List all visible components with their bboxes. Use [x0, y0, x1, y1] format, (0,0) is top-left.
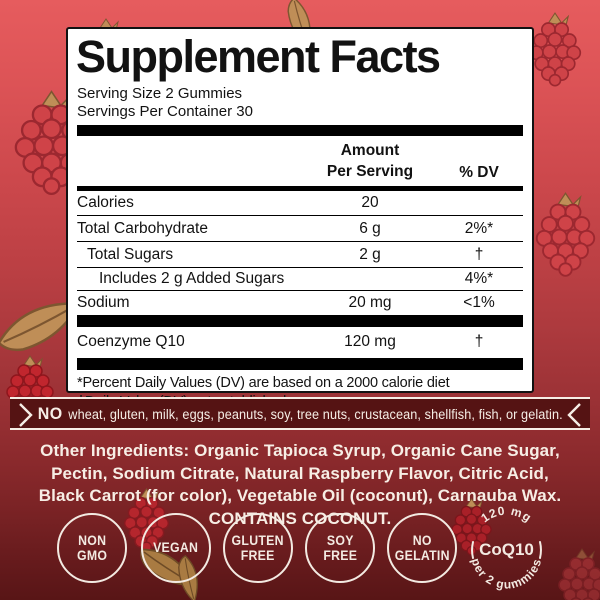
table-row: Includes 2 g Added Sugars 4%*	[77, 268, 523, 291]
row-name: Total Carbohydrate	[77, 219, 208, 237]
badge-gluten-free: GLUTEN FREE	[223, 513, 293, 583]
row-amount: 6 g	[359, 219, 381, 237]
ribbon-chevron-left-icon	[19, 403, 33, 427]
badge-label: SOY FREE	[323, 531, 357, 563]
badge-soy-free: SOY FREE	[305, 513, 375, 583]
row-name: Total Sugars	[87, 245, 174, 263]
header-amount-line2: Per Serving	[326, 162, 414, 180]
ribbon-chevron-right-icon	[567, 403, 581, 427]
raspberry-illustration	[528, 12, 582, 87]
row-dv: <1%	[463, 294, 495, 312]
row-dv: †	[474, 333, 484, 351]
coq10-center-text: CoQ10	[479, 540, 534, 559]
badge-label: NON GMO	[76, 531, 108, 563]
serving-size: Serving Size 2 Gummies	[77, 84, 243, 102]
badge-non-gmo: NON GMO	[57, 513, 127, 583]
divider-thick	[77, 125, 523, 137]
row-dv: 4%*	[464, 270, 494, 288]
header-amount-line1: Amount	[340, 142, 400, 160]
panel-title: Supplement Facts	[76, 31, 441, 82]
allergen-banner: NO wheat, gluten, milk, eggs, peanuts, so…	[10, 397, 590, 430]
table-row-coq10: Coenzyme Q10 120 mg †	[77, 327, 523, 358]
row-amount: 2 g	[359, 245, 381, 263]
row-name: Coenzyme Q10	[77, 333, 185, 351]
header-amount: Amount Per Serving	[305, 141, 435, 181]
badge-no-gelatin: NO GELATIN	[387, 513, 457, 583]
raspberry-illustration	[535, 192, 596, 277]
raspberry-illustration	[558, 548, 600, 600]
row-name: Calories	[77, 194, 134, 212]
header-dv: % DV	[459, 163, 499, 181]
table-row: Total Sugars 2 g †	[77, 242, 523, 268]
coq10-bottom-text: per 2 gummies	[469, 556, 544, 591]
allergen-list: wheat, gluten, milk, eggs, peanuts, soy,…	[68, 406, 563, 422]
footnote-dv-basis: *Percent Daily Values (DV) are based on …	[77, 375, 450, 392]
coq10-top-text: 120 mg	[478, 504, 533, 526]
row-dv: †	[474, 245, 484, 263]
allergen-no-label: NO	[37, 403, 63, 423]
badge-label: VEGAN	[153, 539, 199, 556]
badge-label: NO GELATIN	[394, 531, 450, 563]
servings-per-container: Servings Per Container 30	[77, 103, 253, 121]
row-name: Sodium	[77, 294, 130, 312]
divider-thick	[77, 358, 523, 371]
badge-label: GLUTEN FREE	[231, 531, 285, 563]
table-row: Total Carbohydrate 6 g 2%*	[77, 216, 523, 243]
row-name: Includes 2 g Added Sugars	[99, 270, 285, 288]
row-amount: 20 mg	[348, 294, 392, 312]
svg-text:per 2 gummies: per 2 gummies	[469, 556, 545, 591]
svg-text:120 mg: 120 mg	[478, 504, 534, 526]
divider-medium	[77, 185, 523, 191]
table-row: Sodium 20 mg <1%	[77, 291, 523, 316]
badge-coq10: 120 mg CoQ10 per 2 gummies	[469, 504, 545, 592]
row-amount: 120 mg	[344, 333, 396, 351]
coq10-arc-right	[539, 541, 542, 559]
table-header: Amount Per Serving % DV	[77, 136, 523, 185]
allergen-text: NO wheat, gluten, milk, eggs, peanuts, so…	[38, 404, 563, 424]
divider-thick	[77, 315, 523, 328]
coq10-arc-left	[471, 541, 474, 559]
table-row: Calories 20	[77, 191, 523, 217]
row-amount: 20	[361, 194, 379, 212]
row-dv: 2%*	[464, 219, 494, 237]
badge-vegan: VEGAN	[141, 513, 211, 583]
supplement-facts-panel: Supplement Facts Serving Size 2 Gummies …	[66, 27, 534, 410]
